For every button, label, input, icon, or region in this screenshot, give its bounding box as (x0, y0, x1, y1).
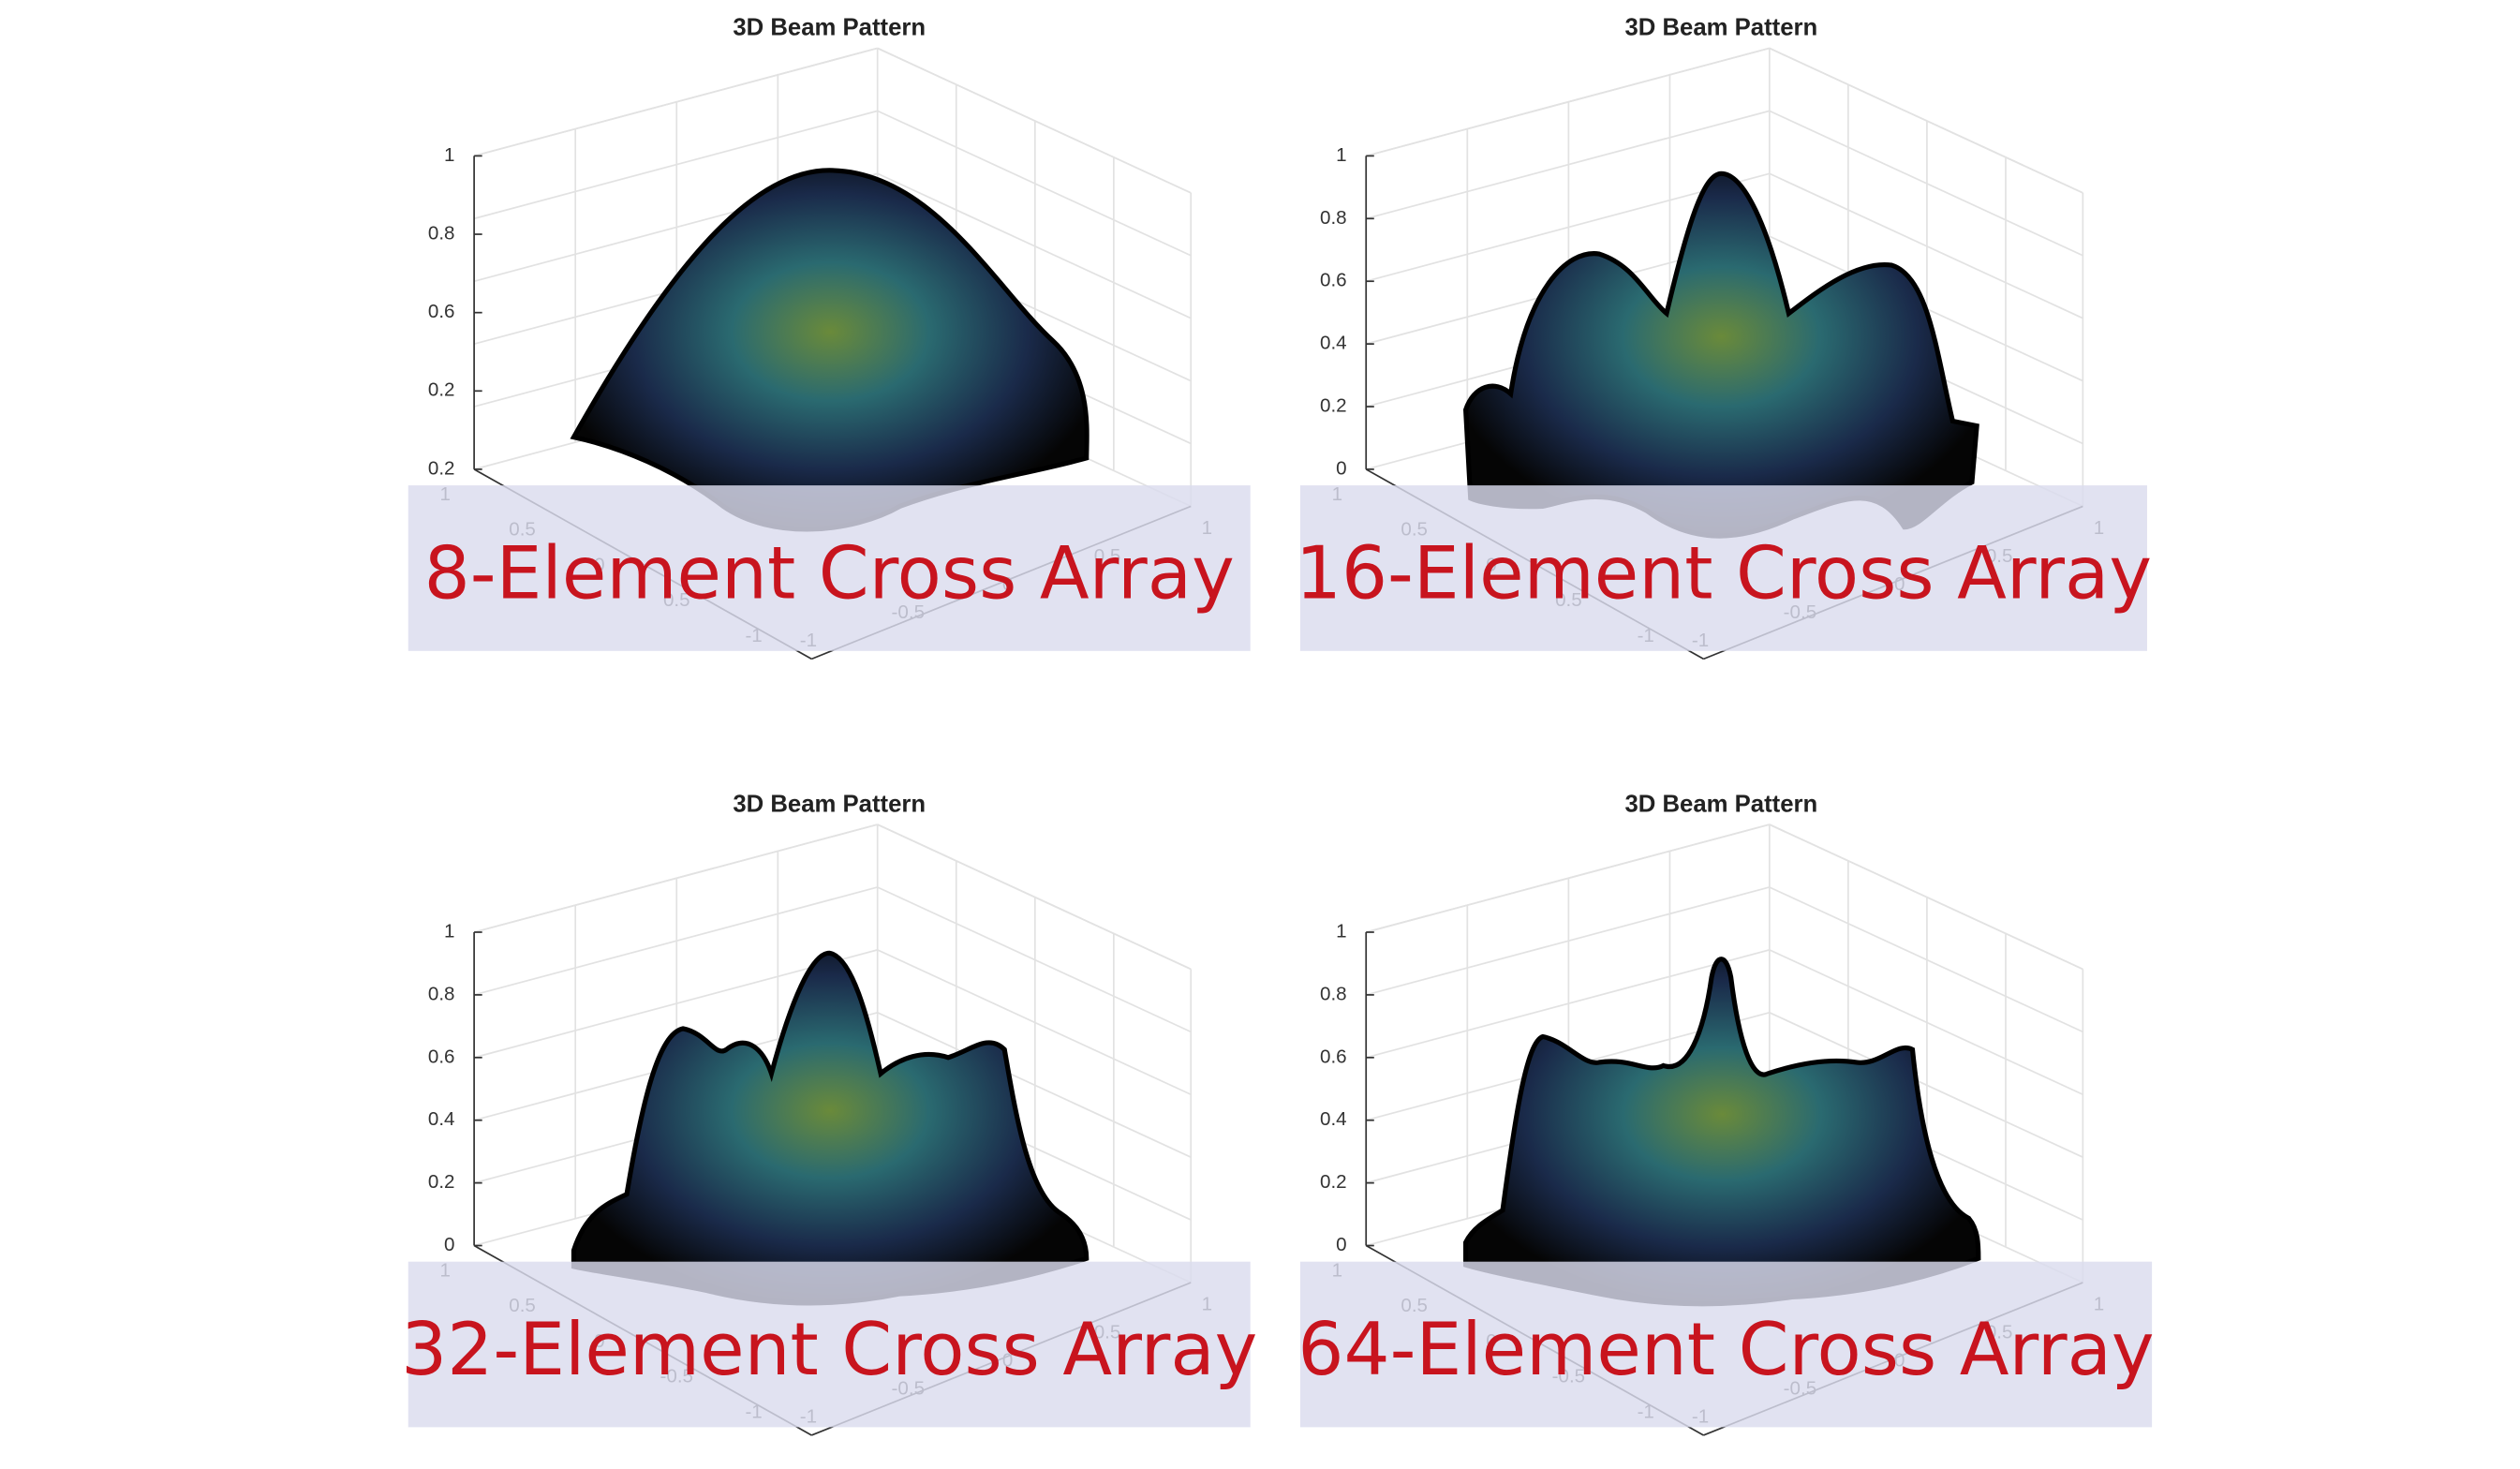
grid-line (1769, 1012, 2083, 1158)
grid-line (1769, 172, 2083, 319)
axis-line (1769, 47, 2083, 194)
z-tick-label: 0.8 (1320, 983, 1347, 1004)
z-tick-label: 1 (444, 144, 454, 166)
z-tick-label: 0.4 (1320, 1108, 1347, 1130)
caption: 64-Element Cross Array (1297, 1308, 2154, 1392)
axis-line (877, 47, 1192, 194)
axis-line (473, 824, 878, 933)
z-tick-label: 0 (1336, 457, 1346, 479)
surface (570, 168, 1090, 532)
z-tick-label: 0.4 (428, 1108, 455, 1130)
grid-line (1769, 886, 2083, 1033)
grid-line (1769, 110, 2083, 257)
z-tick-label: 0.2 (428, 379, 455, 401)
grid-line (1769, 949, 2083, 1096)
z-tick-label: 0.8 (1320, 207, 1347, 229)
z-tick-label: 0.8 (428, 222, 455, 244)
panel-title: 3D Beam Pattern (733, 791, 926, 817)
z-tick-label: 0.2 (1320, 394, 1347, 416)
z-tick-label: 0.2 (1320, 1171, 1347, 1193)
z-tick-label: 1 (1336, 144, 1346, 166)
axis-line (473, 47, 878, 157)
axis-line (877, 824, 1192, 971)
axis-line (1366, 824, 1771, 933)
panel: 3D Beam Pattern10.80.60.40.2010.50-0.5-1… (401, 791, 1257, 1436)
caption-band (1299, 1261, 2153, 1428)
caption: 16-Element Cross Array (1296, 532, 2152, 616)
caption: 32-Element Cross Array (401, 1308, 1257, 1392)
z-tick-label: 0.6 (1320, 270, 1347, 291)
caption-band (1299, 485, 2147, 651)
z-tick-label: 0 (444, 1234, 454, 1255)
z-tick-label: 0 (1336, 1234, 1346, 1255)
panel-title: 3D Beam Pattern (733, 15, 926, 41)
caption-band (408, 485, 1251, 651)
z-tick-label: 1 (1336, 920, 1346, 942)
caption-band (408, 1261, 1251, 1428)
panel-title: 3D Beam Pattern (1624, 15, 1817, 41)
z-tick-label: 0.4 (1320, 333, 1347, 354)
surface (1462, 171, 1979, 539)
z-tick-label: 0.2 (428, 1171, 455, 1193)
z-tick-label: 0.6 (428, 301, 455, 322)
panel: 3D Beam Pattern10.80.60.20.210.500.5-1-1… (408, 15, 1251, 660)
caption: 8-Element Cross Array (424, 532, 1235, 616)
z-tick-label: 0.6 (428, 1046, 455, 1067)
axis-line (1769, 824, 2083, 971)
axis-line (1366, 47, 1771, 157)
z-tick-label: 0.2 (428, 457, 455, 479)
surface (571, 950, 1090, 1306)
panel: 3D Beam Pattern10.80.60.40.2010.50-0.5-1… (1297, 791, 2155, 1436)
z-tick-label: 1 (444, 920, 454, 942)
z-tick-label: 0.8 (428, 983, 455, 1004)
panel: 3D Beam Pattern10.80.60.40.2010.500.5-1-… (1296, 15, 2152, 660)
panel-title: 3D Beam Pattern (1624, 791, 1817, 817)
z-tick-label: 0.6 (1320, 1046, 1347, 1067)
